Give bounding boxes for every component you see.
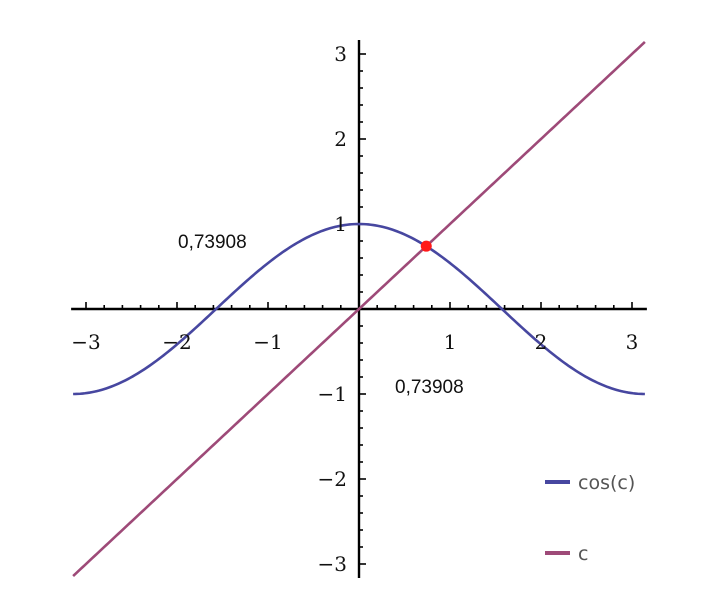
x-tick-label: −2 bbox=[162, 330, 191, 354]
x-tick-label: 3 bbox=[626, 330, 639, 354]
y-tick-label: 2 bbox=[334, 127, 347, 151]
y-tick-label: 3 bbox=[334, 42, 347, 66]
intersection-point bbox=[420, 240, 432, 252]
legend: cos(c) c bbox=[545, 472, 635, 565]
tick-labels: −3 −2 −1 1 2 3 −3 −2 −1 1 2 3 bbox=[71, 42, 638, 576]
y-tick-label: −3 bbox=[318, 552, 347, 576]
x-tick-label: 2 bbox=[535, 330, 548, 354]
annotations: 0,73908 0,73908 bbox=[178, 232, 464, 398]
x-tick-label: −3 bbox=[71, 330, 100, 354]
legend-label: c bbox=[578, 543, 588, 565]
y-tick-label: −2 bbox=[318, 467, 347, 491]
legend-label: cos(c) bbox=[578, 472, 635, 494]
annotation-x-value: 0,73908 bbox=[395, 377, 464, 398]
identity-line bbox=[72, 41, 646, 577]
x-tick-label: −1 bbox=[253, 330, 282, 354]
annotation-y-value: 0,73908 bbox=[178, 232, 247, 253]
y-tick-label: 1 bbox=[334, 212, 347, 236]
curves bbox=[72, 41, 646, 577]
y-tick-label: −1 bbox=[318, 382, 347, 406]
x-tick-label: 1 bbox=[444, 330, 457, 354]
cos-curve bbox=[73, 222, 645, 396]
